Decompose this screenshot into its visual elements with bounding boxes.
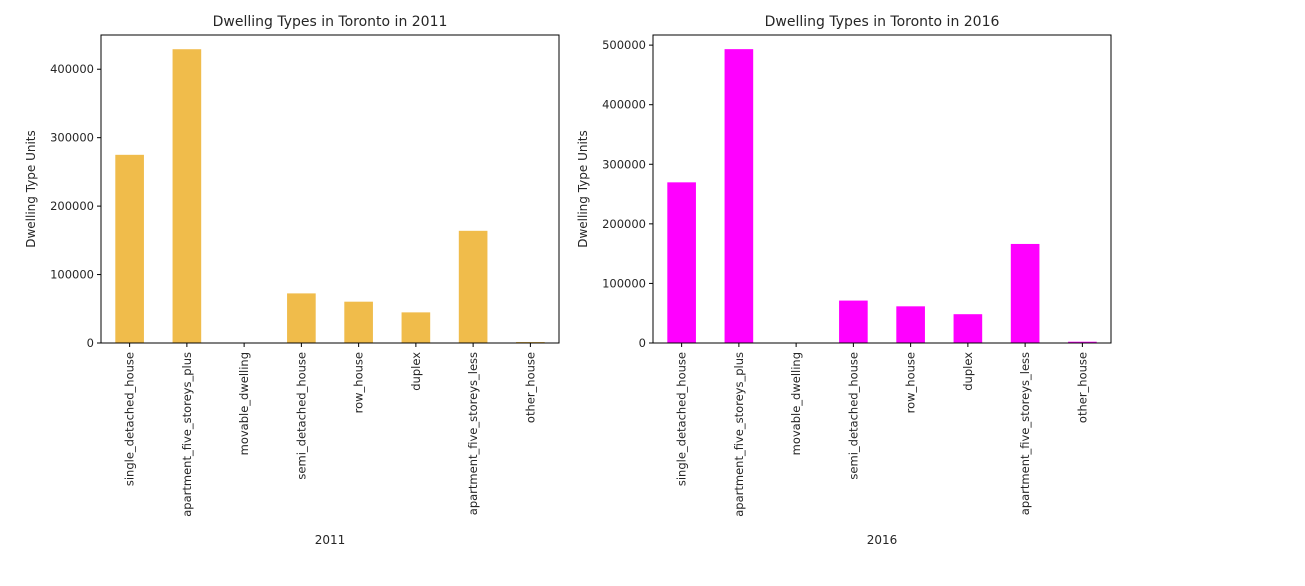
bar-other-house	[1068, 341, 1097, 343]
bar-semi-detached-house	[287, 293, 316, 343]
x-tick-label: apartment_five_storeys_plus	[732, 352, 746, 517]
x-axis-label: 2016	[867, 533, 898, 547]
x-tick-label: movable_dwelling	[237, 352, 251, 455]
x-tick-label: duplex	[961, 352, 975, 391]
plot-frame	[100, 34, 560, 344]
bar-row-house	[896, 306, 925, 343]
bar-apartment-five-storeys-plus	[724, 49, 754, 343]
x-tick-label: duplex	[409, 352, 423, 391]
x-tick-label: apartment_five_storeys_less	[466, 352, 480, 515]
x-tick-label: other_house	[523, 352, 537, 423]
bar-duplex	[401, 312, 431, 343]
y-tick-label: 100000	[50, 268, 94, 282]
x-tick-label: semi_detached_house	[846, 352, 860, 480]
plot-frame	[652, 34, 1112, 344]
y-ticks: 0 100000 200000 300000 400000 500000	[602, 38, 653, 350]
bar-semi-detached-house	[839, 300, 868, 343]
chart-title: Dwelling Types in Toronto in 2011	[213, 14, 448, 30]
y-tick-label: 0	[639, 336, 646, 350]
y-tick-label: 0	[87, 336, 94, 350]
y-tick-label: 200000	[602, 217, 646, 231]
x-tick-label: apartment_five_storeys_less	[1018, 352, 1032, 515]
y-tick-label: 100000	[602, 276, 646, 290]
x-tick-label: apartment_five_storeys_plus	[180, 352, 194, 517]
bar-single-detached-house	[115, 154, 144, 343]
x-tick-label: row_house	[352, 352, 366, 413]
x-ticks: single_detached_house apartment_five_stor…	[675, 343, 1089, 517]
bar-apartment-five-storeys-plus	[172, 49, 202, 343]
x-tick-label: other_house	[1075, 352, 1089, 423]
x-axis-label: 2011	[315, 533, 346, 547]
chart-2016: Dwelling Types in Toronto in 2016 Dwelli…	[576, 14, 1112, 547]
bar-single-detached-house	[667, 182, 696, 343]
chart-2011: Dwelling Types in Toronto in 2011 Dwelli…	[24, 14, 560, 547]
bars	[667, 49, 1097, 343]
y-tick-label: 300000	[50, 131, 94, 145]
x-tick-label: movable_dwelling	[789, 352, 803, 455]
x-ticks: single_detached_house apartment_five_stor…	[123, 343, 537, 517]
x-tick-label: single_detached_house	[123, 352, 137, 486]
x-tick-label: row_house	[904, 352, 918, 413]
y-tick-label: 500000	[602, 38, 646, 52]
y-tick-label: 400000	[50, 62, 94, 76]
y-tick-label: 300000	[602, 157, 646, 171]
x-tick-label: single_detached_house	[675, 352, 689, 486]
bar-apartment-five-storeys-less	[1010, 243, 1040, 343]
y-axis-label: Dwelling Type Units	[576, 130, 590, 248]
x-tick-label: semi_detached_house	[294, 352, 308, 480]
y-ticks: 0 100000 200000 300000 400000	[50, 62, 101, 350]
y-tick-label: 400000	[602, 98, 646, 112]
bar-row-house	[344, 301, 373, 343]
y-tick-label: 200000	[50, 199, 94, 213]
bar-apartment-five-storeys-less	[458, 230, 488, 343]
chart-title: Dwelling Types in Toronto in 2016	[765, 14, 1000, 30]
y-axis-label: Dwelling Type Units	[24, 130, 38, 248]
bar-duplex	[953, 314, 983, 343]
bars	[115, 49, 545, 343]
